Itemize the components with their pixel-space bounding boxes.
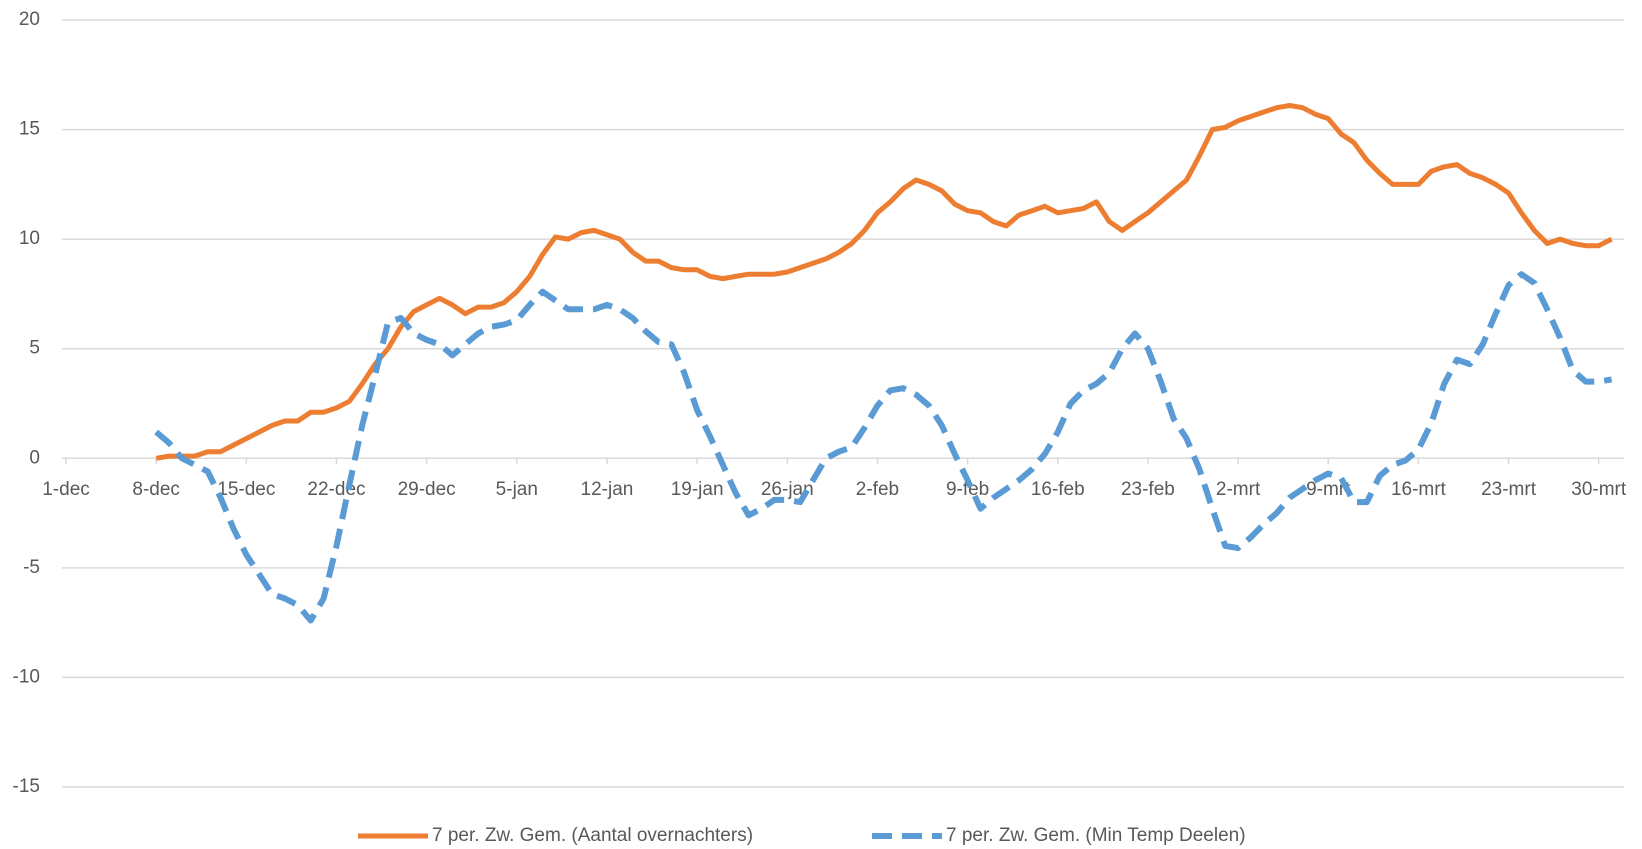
x-tick-label: 23-mrt bbox=[1481, 479, 1537, 500]
y-tick-label: 10 bbox=[19, 228, 40, 249]
series-line bbox=[155, 103, 1613, 461]
x-tick-label: 16-feb bbox=[1031, 479, 1085, 500]
legend-label: 7 per. Zw. Gem. (Min Temp Deelen) bbox=[946, 825, 1246, 846]
x-tick-label: 29-dec bbox=[398, 479, 456, 500]
y-tick-label: -10 bbox=[13, 666, 40, 687]
y-tick-label: -5 bbox=[23, 557, 40, 578]
y-tick-label: 15 bbox=[19, 119, 40, 140]
y-tick-label: 5 bbox=[29, 338, 40, 359]
series-line bbox=[154, 271, 1613, 624]
x-tick-label: 15-dec bbox=[217, 479, 275, 500]
x-tick-label: 23-feb bbox=[1121, 479, 1175, 500]
x-tick-label: 9-feb bbox=[946, 479, 989, 500]
x-tick-label: 2-mrt bbox=[1216, 479, 1261, 500]
x-tick-label: 5-jan bbox=[496, 479, 538, 500]
x-tick-label: 16-mrt bbox=[1391, 479, 1447, 500]
y-tick-label: -15 bbox=[13, 776, 40, 797]
y-tick-label: 0 bbox=[29, 447, 40, 468]
legend-label: 7 per. Zw. Gem. (Aantal overnachters) bbox=[432, 825, 753, 846]
x-tick-label: 22-dec bbox=[307, 479, 365, 500]
y-tick-label: 20 bbox=[19, 9, 40, 30]
x-tick-label: 1-dec bbox=[42, 479, 90, 500]
x-tick-label: 19-jan bbox=[671, 479, 724, 500]
x-tick-label: 30-mrt bbox=[1571, 479, 1627, 500]
x-tick-label: 12-jan bbox=[581, 479, 634, 500]
x-tick-label: 26-jan bbox=[761, 479, 814, 500]
x-tick-label: 2-feb bbox=[856, 479, 899, 500]
x-tick-label: 9-mrt bbox=[1306, 479, 1351, 500]
x-tick-label: 8-dec bbox=[132, 479, 180, 500]
